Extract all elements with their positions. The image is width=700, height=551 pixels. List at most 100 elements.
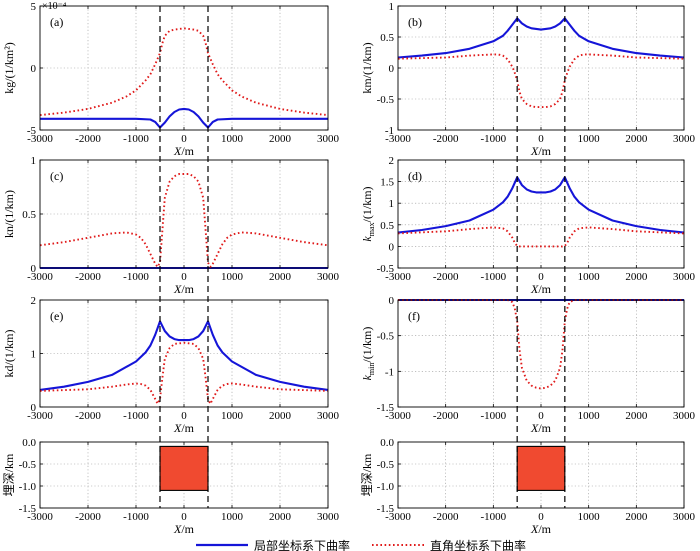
y-tick-label: 0 <box>389 241 395 253</box>
y-tick-label: -1.0 <box>377 481 395 493</box>
x-tick-label: -3000 <box>27 410 53 422</box>
x-axis-label: X/m <box>530 282 552 296</box>
panel-label: (e) <box>50 309 63 323</box>
y-tick-label: 1.5 <box>380 177 394 189</box>
x-tick-label: 3000 <box>317 511 340 523</box>
y-tick-label: -1 <box>385 366 394 378</box>
y-tick-label: 0.0 <box>380 437 394 449</box>
x-tick-label: 3000 <box>673 410 696 422</box>
y-tick-label: 0.5 <box>380 220 394 232</box>
x-tick-label: -3000 <box>27 271 53 283</box>
y-axis-label: 埋深/km <box>360 453 374 496</box>
y-tick-label: 0 <box>31 402 37 414</box>
x-tick-label: -3000 <box>27 511 53 523</box>
series-local-curvature <box>397 176 685 234</box>
x-tick-label: -1000 <box>480 271 506 283</box>
panel-e: -3000 -2000 -1000 0 1000 2000 3000 0 1 2 X/m kd/(1/… <box>2 295 340 435</box>
panel-g: -3000 -2000 -1000 0 1000 2000 3000 0.0 -0.5 -1.0 -… <box>2 437 340 536</box>
y-tick-label: -0.5 <box>377 94 395 106</box>
y-tick-label: 0 <box>31 63 37 75</box>
x-tick-label: -2000 <box>433 410 459 422</box>
x-axis-label: X/m <box>530 144 552 158</box>
series-cartesian-curvature <box>39 173 329 268</box>
x-tick-label: -2000 <box>75 511 101 523</box>
x-tick-label: 2000 <box>269 271 292 283</box>
source-block <box>516 445 566 491</box>
panel-label: (a) <box>50 15 63 29</box>
series-cartesian-curvature <box>397 226 685 248</box>
y-tick-label: 0.5 <box>22 209 36 221</box>
plot-frame <box>397 299 685 408</box>
x-tick-label: -3000 <box>385 133 411 145</box>
y-axis-label: kn/(1/km) <box>2 190 16 238</box>
y-axis-label: 埋深/km <box>2 453 16 496</box>
y-tick-label: -1.0 <box>19 481 37 493</box>
y-tick-label: -1 <box>385 125 394 137</box>
series-cartesian-curvature <box>39 341 329 405</box>
x-tick-label: -2000 <box>75 271 101 283</box>
x-tick-label: 0 <box>538 271 544 283</box>
y-tick-label: 0 <box>389 295 395 307</box>
axis-exponent-label: ×10⁻⁴ <box>42 1 67 12</box>
x-tick-label: 0 <box>181 410 187 422</box>
panel-label: (c) <box>50 169 63 183</box>
x-tick-label: 2000 <box>269 511 292 523</box>
x-tick-label: 0 <box>538 410 544 422</box>
boundary-lines <box>159 6 566 508</box>
panel-c: -3000 -2000 -1000 0 1000 2000 3000 0 0.5 1 X/m kn/(… <box>2 155 340 296</box>
x-tick-label: 2000 <box>625 410 648 422</box>
x-tick-label: 3000 <box>673 133 696 145</box>
x-tick-label: 1000 <box>221 410 244 422</box>
panel-a: -3000 -2000 -1000 0 1000 2000 3000 -5 0 5 X/m kg/(1… <box>2 1 340 158</box>
legend-label-dotted: 直角坐标系下曲率 <box>430 538 526 551</box>
panels: -3000 -2000 -1000 0 1000 2000 3000-505X/mkg/(1… <box>2 1 696 536</box>
y-tick-label: -0.5 <box>377 459 395 471</box>
series-cartesian-curvature <box>397 53 685 109</box>
x-tick-label: 2000 <box>625 511 648 523</box>
panel-d: -3000 -2000 -1000 0 1000 2000 3000 -0.5 0 0.5 1 1.5… <box>360 155 696 296</box>
x-tick-label: 2000 <box>269 410 292 422</box>
y-axis-label: kg/(1/km²) <box>2 42 16 94</box>
x-tick-label: 0 <box>538 133 544 145</box>
y-tick-label: 0 <box>31 263 37 275</box>
x-tick-label: -2000 <box>75 410 101 422</box>
y-tick-label: -0.5 <box>377 331 395 343</box>
y-tick-label: 0 <box>389 63 395 75</box>
x-tick-label: -3000 <box>385 511 411 523</box>
y-tick-label: 1 <box>389 198 395 210</box>
panel-h: -3000 -2000 -1000 0 1000 2000 3000 0.0 -0.5 -1.0 -… <box>360 437 696 536</box>
x-tick-label: -1000 <box>123 511 149 523</box>
x-tick-label: 1000 <box>221 271 244 283</box>
panel-b: -3000 -2000 -1000 0 1000 2000 3000 -1 -0.5 0 0.5 1 X… <box>360 1 696 158</box>
x-tick-label: 3000 <box>673 271 696 283</box>
x-tick-label: -1000 <box>480 511 506 523</box>
x-tick-label: -3000 <box>385 271 411 283</box>
x-tick-label: -1000 <box>123 271 149 283</box>
x-axis-label: X/m <box>173 522 195 536</box>
x-tick-label: 2000 <box>625 271 648 283</box>
x-axis-label: X/m <box>530 522 552 536</box>
y-tick-label: 0.5 <box>380 32 394 44</box>
y-tick-label: -1.5 <box>377 402 395 414</box>
y-tick-label: -0.5 <box>377 263 395 275</box>
series-local-curvature <box>40 107 328 129</box>
x-tick-label: 3000 <box>673 511 696 523</box>
x-tick-label: 3000 <box>317 271 340 283</box>
y-tick-label: -0.5 <box>19 459 37 471</box>
x-tick-label: 1000 <box>578 271 601 283</box>
x-tick-label: 1000 <box>578 511 601 523</box>
x-tick-label: 0 <box>181 271 187 283</box>
x-tick-label: 3000 <box>317 133 340 145</box>
x-tick-label: 1000 <box>578 410 601 422</box>
y-tick-label: -1.5 <box>377 503 395 515</box>
x-tick-label: 2000 <box>625 133 648 145</box>
legend-label-solid: 局部坐标系下曲率 <box>254 538 350 551</box>
x-tick-label: -3000 <box>27 133 53 145</box>
x-tick-label: 0 <box>181 133 187 145</box>
x-axis-label: X/m <box>173 421 195 435</box>
legend: 局部坐标系下曲率 直角坐标系下曲率 <box>196 538 526 551</box>
source-block <box>159 445 209 491</box>
x-tick-label: 2000 <box>269 133 292 145</box>
x-tick-label: 1000 <box>221 133 244 145</box>
